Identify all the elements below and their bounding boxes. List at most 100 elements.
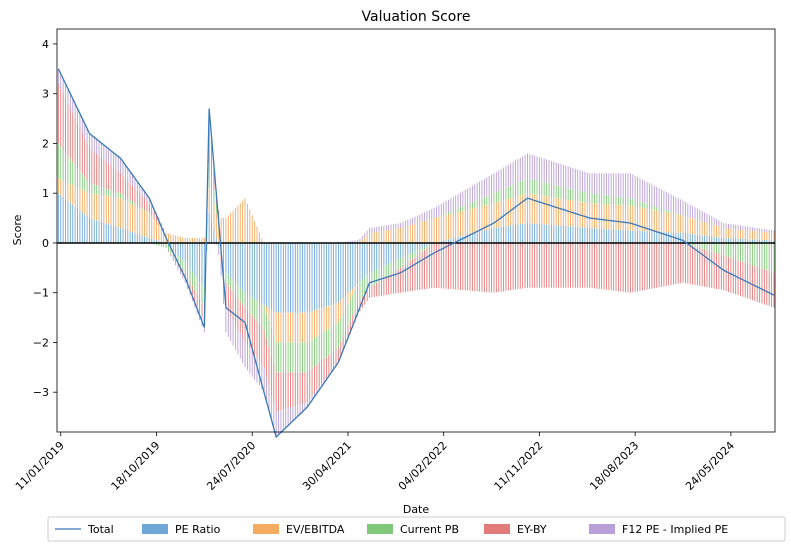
bar-current-pb xyxy=(318,334,320,363)
bar-f12-pe-implied-pe xyxy=(261,363,263,389)
bar-current-pb xyxy=(211,176,212,197)
bar-ey-by xyxy=(680,242,682,284)
bar-f12-pe-implied-pe xyxy=(670,194,672,212)
bar-ey-by xyxy=(268,347,270,386)
bar-current-pb xyxy=(304,342,306,373)
bar-pe-ratio xyxy=(763,239,765,243)
bar-ev-ebitda xyxy=(560,198,562,226)
bar-ev-ebitda xyxy=(527,193,528,224)
bar-ev-ebitda xyxy=(208,188,210,214)
bar-pe-ratio xyxy=(395,242,397,261)
bar-pe-ratio xyxy=(397,242,399,260)
bar-ey-by xyxy=(249,312,251,349)
bar-ev-ebitda xyxy=(261,238,263,243)
bar-ev-ebitda xyxy=(773,232,775,241)
bar-pe-ratio xyxy=(646,231,648,243)
bar-ey-by xyxy=(103,159,105,188)
bar-pe-ratio xyxy=(136,233,138,243)
bar-f12-pe-implied-pe xyxy=(220,262,222,276)
bar-ey-by xyxy=(491,242,493,293)
bar-pe-ratio xyxy=(749,239,751,243)
bar-current-pb xyxy=(668,210,670,213)
bar-f12-pe-implied-pe xyxy=(641,179,643,203)
bar-ey-by xyxy=(416,255,418,291)
bar-ev-ebitda xyxy=(302,312,303,343)
bar-f12-pe-implied-pe xyxy=(658,188,660,208)
bar-f12-pe-implied-pe xyxy=(706,213,708,223)
bar-current-pb xyxy=(395,260,397,271)
bar-ev-ebitda xyxy=(294,312,296,343)
bar-pe-ratio xyxy=(151,238,153,243)
bar-ev-ebitda xyxy=(103,195,105,223)
bar-f12-pe-implied-pe xyxy=(677,198,679,214)
bar-ey-by xyxy=(689,245,691,285)
bar-pe-ratio xyxy=(684,233,686,243)
bar-pe-ratio xyxy=(196,242,198,279)
bar-current-pb xyxy=(603,194,605,205)
bar-pe-ratio xyxy=(689,233,691,243)
bar-ev-ebitda xyxy=(65,181,66,199)
bar-current-pb xyxy=(340,317,342,343)
bar-ey-by xyxy=(251,315,253,352)
bar-pe-ratio xyxy=(716,237,717,243)
bar-ey-by xyxy=(704,249,706,287)
bar-ev-ebitda xyxy=(292,312,294,343)
bar-ev-ebitda xyxy=(407,225,409,243)
bar-ev-ebitda xyxy=(57,178,59,194)
bar-f12-pe-implied-pe xyxy=(728,223,729,229)
bar-ev-ebitda xyxy=(93,193,95,220)
bar-pe-ratio xyxy=(251,242,253,298)
y-axis-label: Score xyxy=(11,214,24,245)
bar-ev-ebitda xyxy=(443,215,445,241)
bar-ev-ebitda xyxy=(395,228,397,243)
bar-ey-by xyxy=(314,366,315,393)
bar-current-pb xyxy=(505,187,507,200)
bar-f12-pe-implied-pe xyxy=(225,307,227,333)
bar-ey-by xyxy=(62,93,64,150)
bar-current-pb xyxy=(385,264,387,277)
bar-ey-by xyxy=(524,242,526,289)
bar-pe-ratio xyxy=(122,228,124,243)
bar-ey-by xyxy=(151,207,153,216)
bar-f12-pe-implied-pe xyxy=(96,139,98,155)
bar-ev-ebitda xyxy=(608,204,610,230)
bar-pe-ratio xyxy=(637,230,638,243)
bar-ey-by xyxy=(254,318,256,355)
bar-ev-ebitda xyxy=(498,201,500,228)
bar-f12-pe-implied-pe xyxy=(280,410,282,433)
bar-ev-ebitda xyxy=(728,228,729,239)
bar-f12-pe-implied-pe xyxy=(644,180,646,203)
bar-ey-by xyxy=(684,243,686,284)
bar-pe-ratio xyxy=(531,223,533,243)
bar-ev-ebitda xyxy=(392,229,394,243)
bar-f12-pe-implied-pe xyxy=(450,198,452,212)
bar-ey-by xyxy=(235,295,236,326)
bar-ey-by xyxy=(318,362,320,387)
bar-ey-by xyxy=(72,113,74,162)
bar-ey-by xyxy=(270,355,272,395)
bar-f12-pe-implied-pe xyxy=(230,316,232,342)
bar-pe-ratio xyxy=(268,242,270,308)
bar-ev-ebitda xyxy=(168,233,169,243)
bar-f12-pe-implied-pe xyxy=(278,411,279,435)
bar-current-pb xyxy=(732,242,734,259)
bar-current-pb xyxy=(77,167,78,188)
bar-pe-ratio xyxy=(84,214,86,243)
bar-ev-ebitda xyxy=(148,213,150,238)
bar-f12-pe-implied-pe xyxy=(141,188,143,196)
bar-ev-ebitda xyxy=(538,195,540,224)
bar-ev-ebitda xyxy=(304,312,306,343)
bar-f12-pe-implied-pe xyxy=(357,239,358,243)
bar-current-pb xyxy=(141,208,143,210)
bar-f12-pe-implied-pe xyxy=(81,118,83,134)
bar-current-pb xyxy=(383,265,385,279)
bar-ev-ebitda xyxy=(651,209,653,232)
bar-current-pb xyxy=(651,205,653,210)
bar-ev-ebitda xyxy=(553,197,555,226)
bar-current-pb xyxy=(632,198,634,207)
bar-current-pb xyxy=(278,342,279,373)
bar-f12-pe-implied-pe xyxy=(419,214,421,223)
bar-f12-pe-implied-pe xyxy=(541,157,543,182)
bar-ey-by xyxy=(763,269,765,305)
bar-pe-ratio xyxy=(613,229,615,243)
